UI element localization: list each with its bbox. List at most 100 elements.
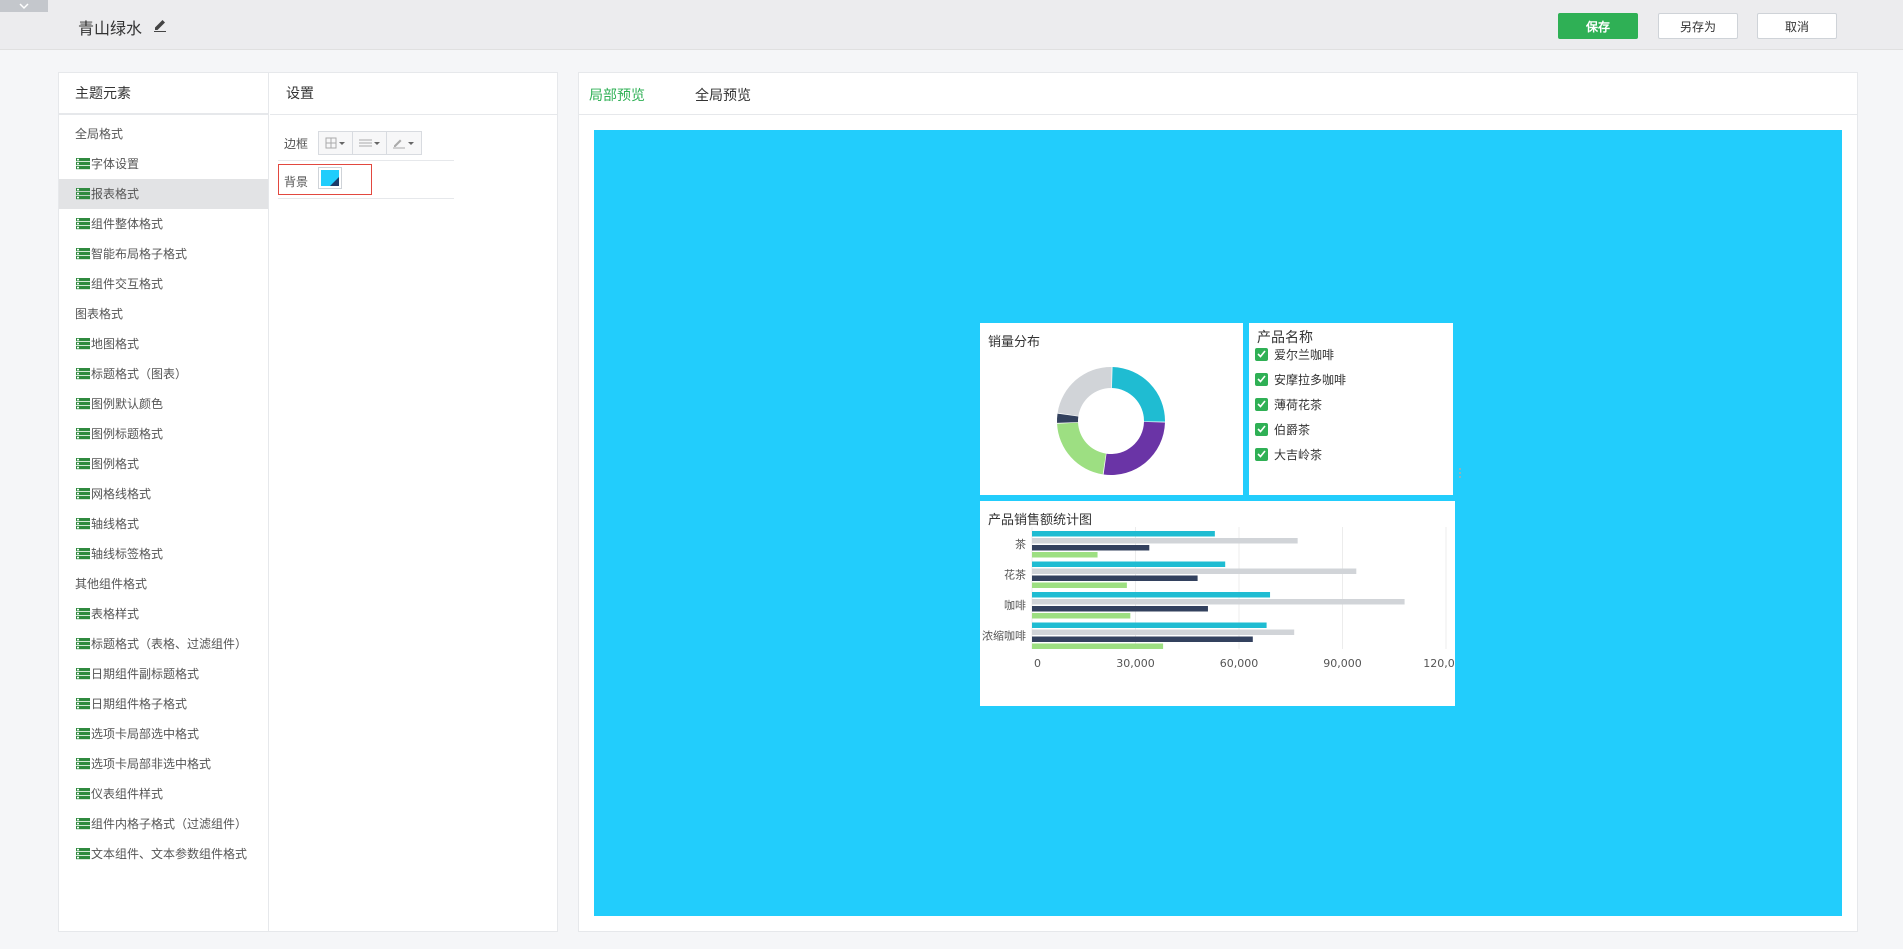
product-checkbox-label: 安摩拉多咖啡 [1274, 372, 1347, 387]
tree-item-17[interactable]: 标题格式（表格、过滤组件） [59, 629, 268, 659]
bar-0-2[interactable] [1032, 545, 1150, 551]
bar-1-3[interactable] [1032, 582, 1127, 589]
tree-item-19[interactable]: 日期组件格子格式 [59, 689, 268, 719]
tree-item-11[interactable]: 图例格式 [59, 449, 268, 479]
table-format-icon [76, 218, 90, 230]
table-format-icon [76, 398, 90, 410]
sales-distribution-card[interactable]: 销量分布 [980, 323, 1243, 495]
tree-item-3[interactable]: 组件整体格式 [59, 209, 268, 239]
tree-item-label: 图例格式 [91, 457, 140, 471]
checkbox-checked-icon[interactable] [1255, 447, 1268, 461]
tab-local-preview[interactable]: 局部预览 [589, 88, 645, 104]
tree-item-label: 字体设置 [91, 157, 140, 171]
bar-3-1[interactable] [1032, 629, 1295, 636]
donut-slice-0[interactable] [1111, 367, 1165, 422]
bar-2-3[interactable] [1032, 613, 1131, 619]
preview-tabs: 局部预览 全局预览 [579, 73, 1857, 115]
tab-global-preview[interactable]: 全局预览 [695, 88, 751, 104]
donut-slice-1[interactable] [1103, 421, 1165, 475]
bar-0-3[interactable] [1032, 552, 1098, 558]
product-sales-bar-card[interactable]: 产品销售额统计图 0 30,000 60,000 90,000 120,000 茶花茶咖啡… [980, 501, 1455, 706]
tree-item-5[interactable]: 组件交互格式 [59, 269, 268, 299]
tree-item-13[interactable]: 轴线格式 [59, 509, 268, 539]
donut-slice-3[interactable] [1057, 413, 1079, 423]
bar-3-0[interactable] [1032, 622, 1267, 629]
x-tick-label: 30,000 [1116, 657, 1155, 670]
bar-3-2[interactable] [1032, 636, 1253, 643]
theme-elements-column: 主题元素 全局格式 字体设置 报表格式 组件整体格式 智能布局格子格式 组件交互格式 图表格… [59, 73, 269, 931]
checkbox-checked-icon[interactable] [1255, 422, 1268, 436]
checkbox-checked-icon[interactable] [1255, 372, 1268, 386]
tree-item-2[interactable]: 报表格式 [59, 179, 268, 209]
tree-item-16[interactable]: 表格样式 [59, 599, 268, 629]
product-checkbox-item[interactable]: 薄荷花茶 [1255, 395, 1322, 413]
tree-item-4[interactable]: 智能布局格子格式 [59, 239, 268, 269]
pen-color-icon [393, 139, 414, 149]
product-checkbox-item[interactable]: 大吉岭茶 [1255, 445, 1322, 463]
donut-slice-4[interactable] [1057, 367, 1112, 416]
product-checkbox-item[interactable]: 安摩拉多咖啡 [1255, 370, 1346, 388]
tree-item-14[interactable]: 轴线标签格式 [59, 539, 268, 569]
bar-3-3[interactable] [1032, 643, 1164, 650]
bar-0-0[interactable] [1032, 531, 1215, 537]
background-setting-row: 背景 [278, 161, 454, 199]
tree-item-1[interactable]: 字体设置 [59, 149, 268, 179]
tree-item-label: 图例标题格式 [91, 427, 164, 441]
collapse-toggle[interactable] [0, 0, 48, 12]
product-checkbox-item[interactable]: 伯爵茶 [1255, 420, 1310, 438]
tree-item-20[interactable]: 选项卡局部选中格式 [59, 719, 268, 749]
bar-1-1[interactable] [1032, 568, 1357, 575]
x-tick-label: 90,000 [1323, 657, 1362, 670]
tree-item-8[interactable]: 标题格式（图表） [59, 359, 268, 389]
tree-item-label: 选项卡局部非选中格式 [91, 757, 212, 771]
tree-item-18[interactable]: 日期组件副标题格式 [59, 659, 268, 689]
table-format-icon [76, 548, 90, 560]
bar-2-1[interactable] [1032, 599, 1405, 605]
product-filter-card[interactable]: 产品名称 爱尔兰咖啡 安摩拉多咖啡 薄荷花茶 伯爵茶 大吉岭茶 [1249, 323, 1461, 495]
top-bar: 青山绿水 保存 另存为 取消 [0, 0, 1903, 50]
tree-item-label: 报表格式 [91, 187, 140, 201]
border-color-dropdown[interactable] [387, 132, 421, 154]
bar-2-2[interactable] [1032, 606, 1208, 612]
tree-item-24[interactable]: 文本组件、文本参数组件格式 [59, 839, 268, 869]
table-format-icon [76, 518, 90, 530]
border-grid-icon [325, 137, 345, 149]
tree-item-10[interactable]: 图例标题格式 [59, 419, 268, 449]
background-color-fill [321, 170, 339, 186]
tree-item-22[interactable]: 仪表组件样式 [59, 779, 268, 809]
product-checkbox-item[interactable]: 爱尔兰咖啡 [1255, 345, 1334, 363]
save-as-button[interactable]: 另存为 [1658, 13, 1738, 39]
tree-item-label: 图例默认颜色 [91, 397, 164, 411]
background-color-picker[interactable] [318, 167, 342, 189]
border-style-dropdown[interactable] [319, 132, 353, 154]
y-category-label: 浓缩咖啡 [982, 629, 1026, 643]
bar-2-0[interactable] [1032, 592, 1271, 598]
tree-item-7[interactable]: 地图格式 [59, 329, 268, 359]
tree-item-12[interactable]: 网格线格式 [59, 479, 268, 509]
product-checkbox-label: 爱尔兰咖啡 [1274, 347, 1335, 362]
resize-handle-icon[interactable] [1457, 465, 1463, 481]
bar-1-2[interactable] [1032, 575, 1198, 582]
checkbox-checked-icon[interactable] [1255, 397, 1268, 411]
table-format-icon [76, 788, 90, 800]
bar-1-0[interactable] [1032, 561, 1226, 568]
y-category-label: 茶 [1015, 538, 1026, 551]
tree-item-label: 图表格式 [75, 307, 124, 321]
save-button[interactable]: 保存 [1558, 13, 1638, 39]
bar-0-1[interactable] [1032, 538, 1298, 544]
x-tick-label: 60,000 [1220, 657, 1259, 670]
cancel-button[interactable]: 取消 [1757, 13, 1837, 39]
tree-item-9[interactable]: 图例默认颜色 [59, 389, 268, 419]
table-format-icon [76, 848, 90, 860]
edit-pencil-icon[interactable] [152, 17, 168, 33]
tree-item-21[interactable]: 选项卡局部非选中格式 [59, 749, 268, 779]
theme-elements-header: 主题元素 [59, 73, 268, 115]
donut-slice-2[interactable] [1057, 422, 1106, 475]
tree-item-label: 轴线标签格式 [91, 547, 164, 561]
border-line-dropdown[interactable] [353, 132, 387, 154]
table-format-icon [76, 668, 90, 680]
checkbox-checked-icon[interactable] [1255, 347, 1268, 361]
tree-item-23[interactable]: 组件内格子格式（过滤组件） [59, 809, 268, 839]
table-format-icon [76, 698, 90, 710]
